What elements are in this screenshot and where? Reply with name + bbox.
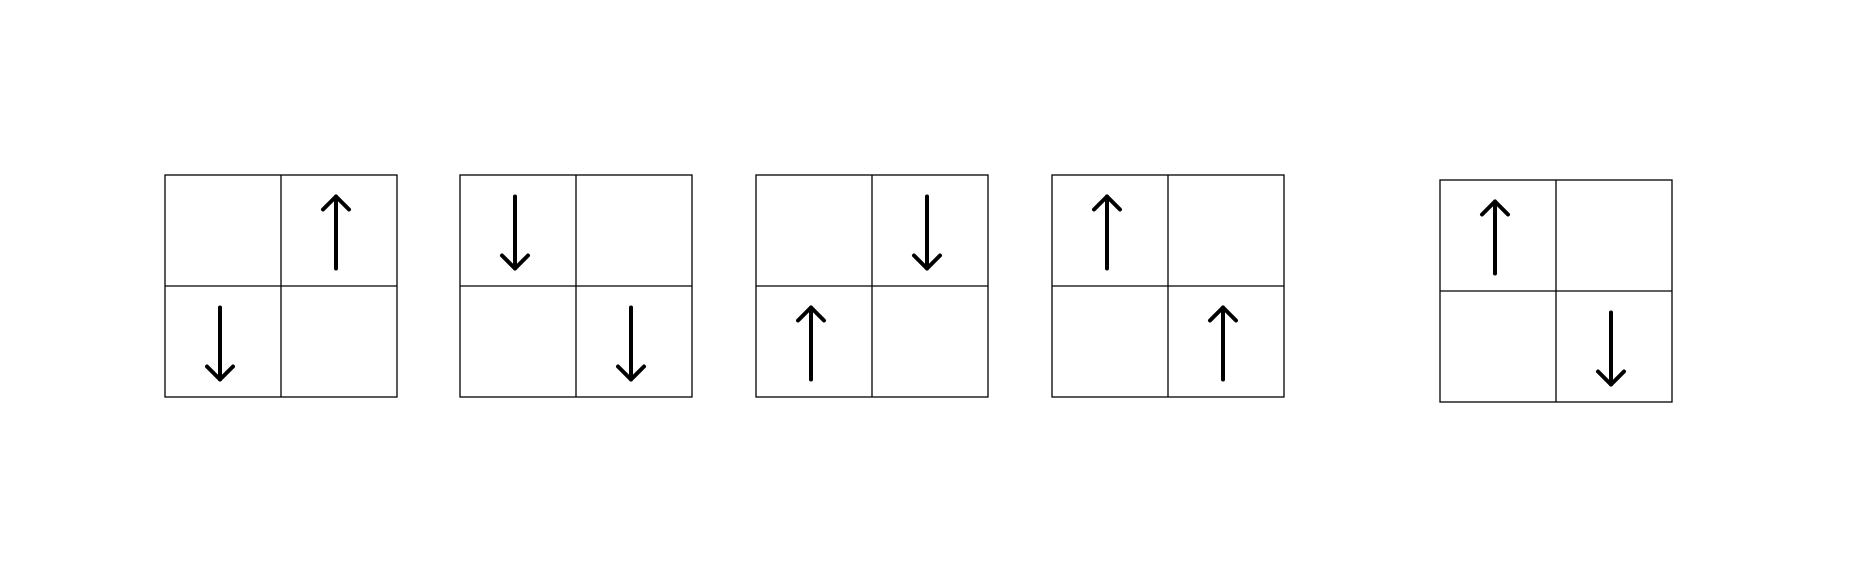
- up-arrow-icon: [1208, 305, 1238, 382]
- up-arrow-icon: [321, 194, 351, 271]
- down-arrow-icon: [205, 305, 235, 382]
- up-arrow-icon: [1092, 194, 1122, 271]
- down-arrow-icon: [500, 194, 530, 271]
- panel-4: [1051, 174, 1285, 398]
- up-arrow-icon: [796, 305, 826, 382]
- panel-3: [755, 174, 989, 398]
- panel-1: [164, 174, 398, 398]
- down-arrow-icon: [1596, 310, 1626, 387]
- panel-2: [459, 174, 693, 398]
- up-arrow-icon: [1480, 199, 1510, 276]
- panel-5: [1439, 179, 1673, 403]
- down-arrow-icon: [912, 194, 942, 271]
- down-arrow-icon: [616, 305, 646, 382]
